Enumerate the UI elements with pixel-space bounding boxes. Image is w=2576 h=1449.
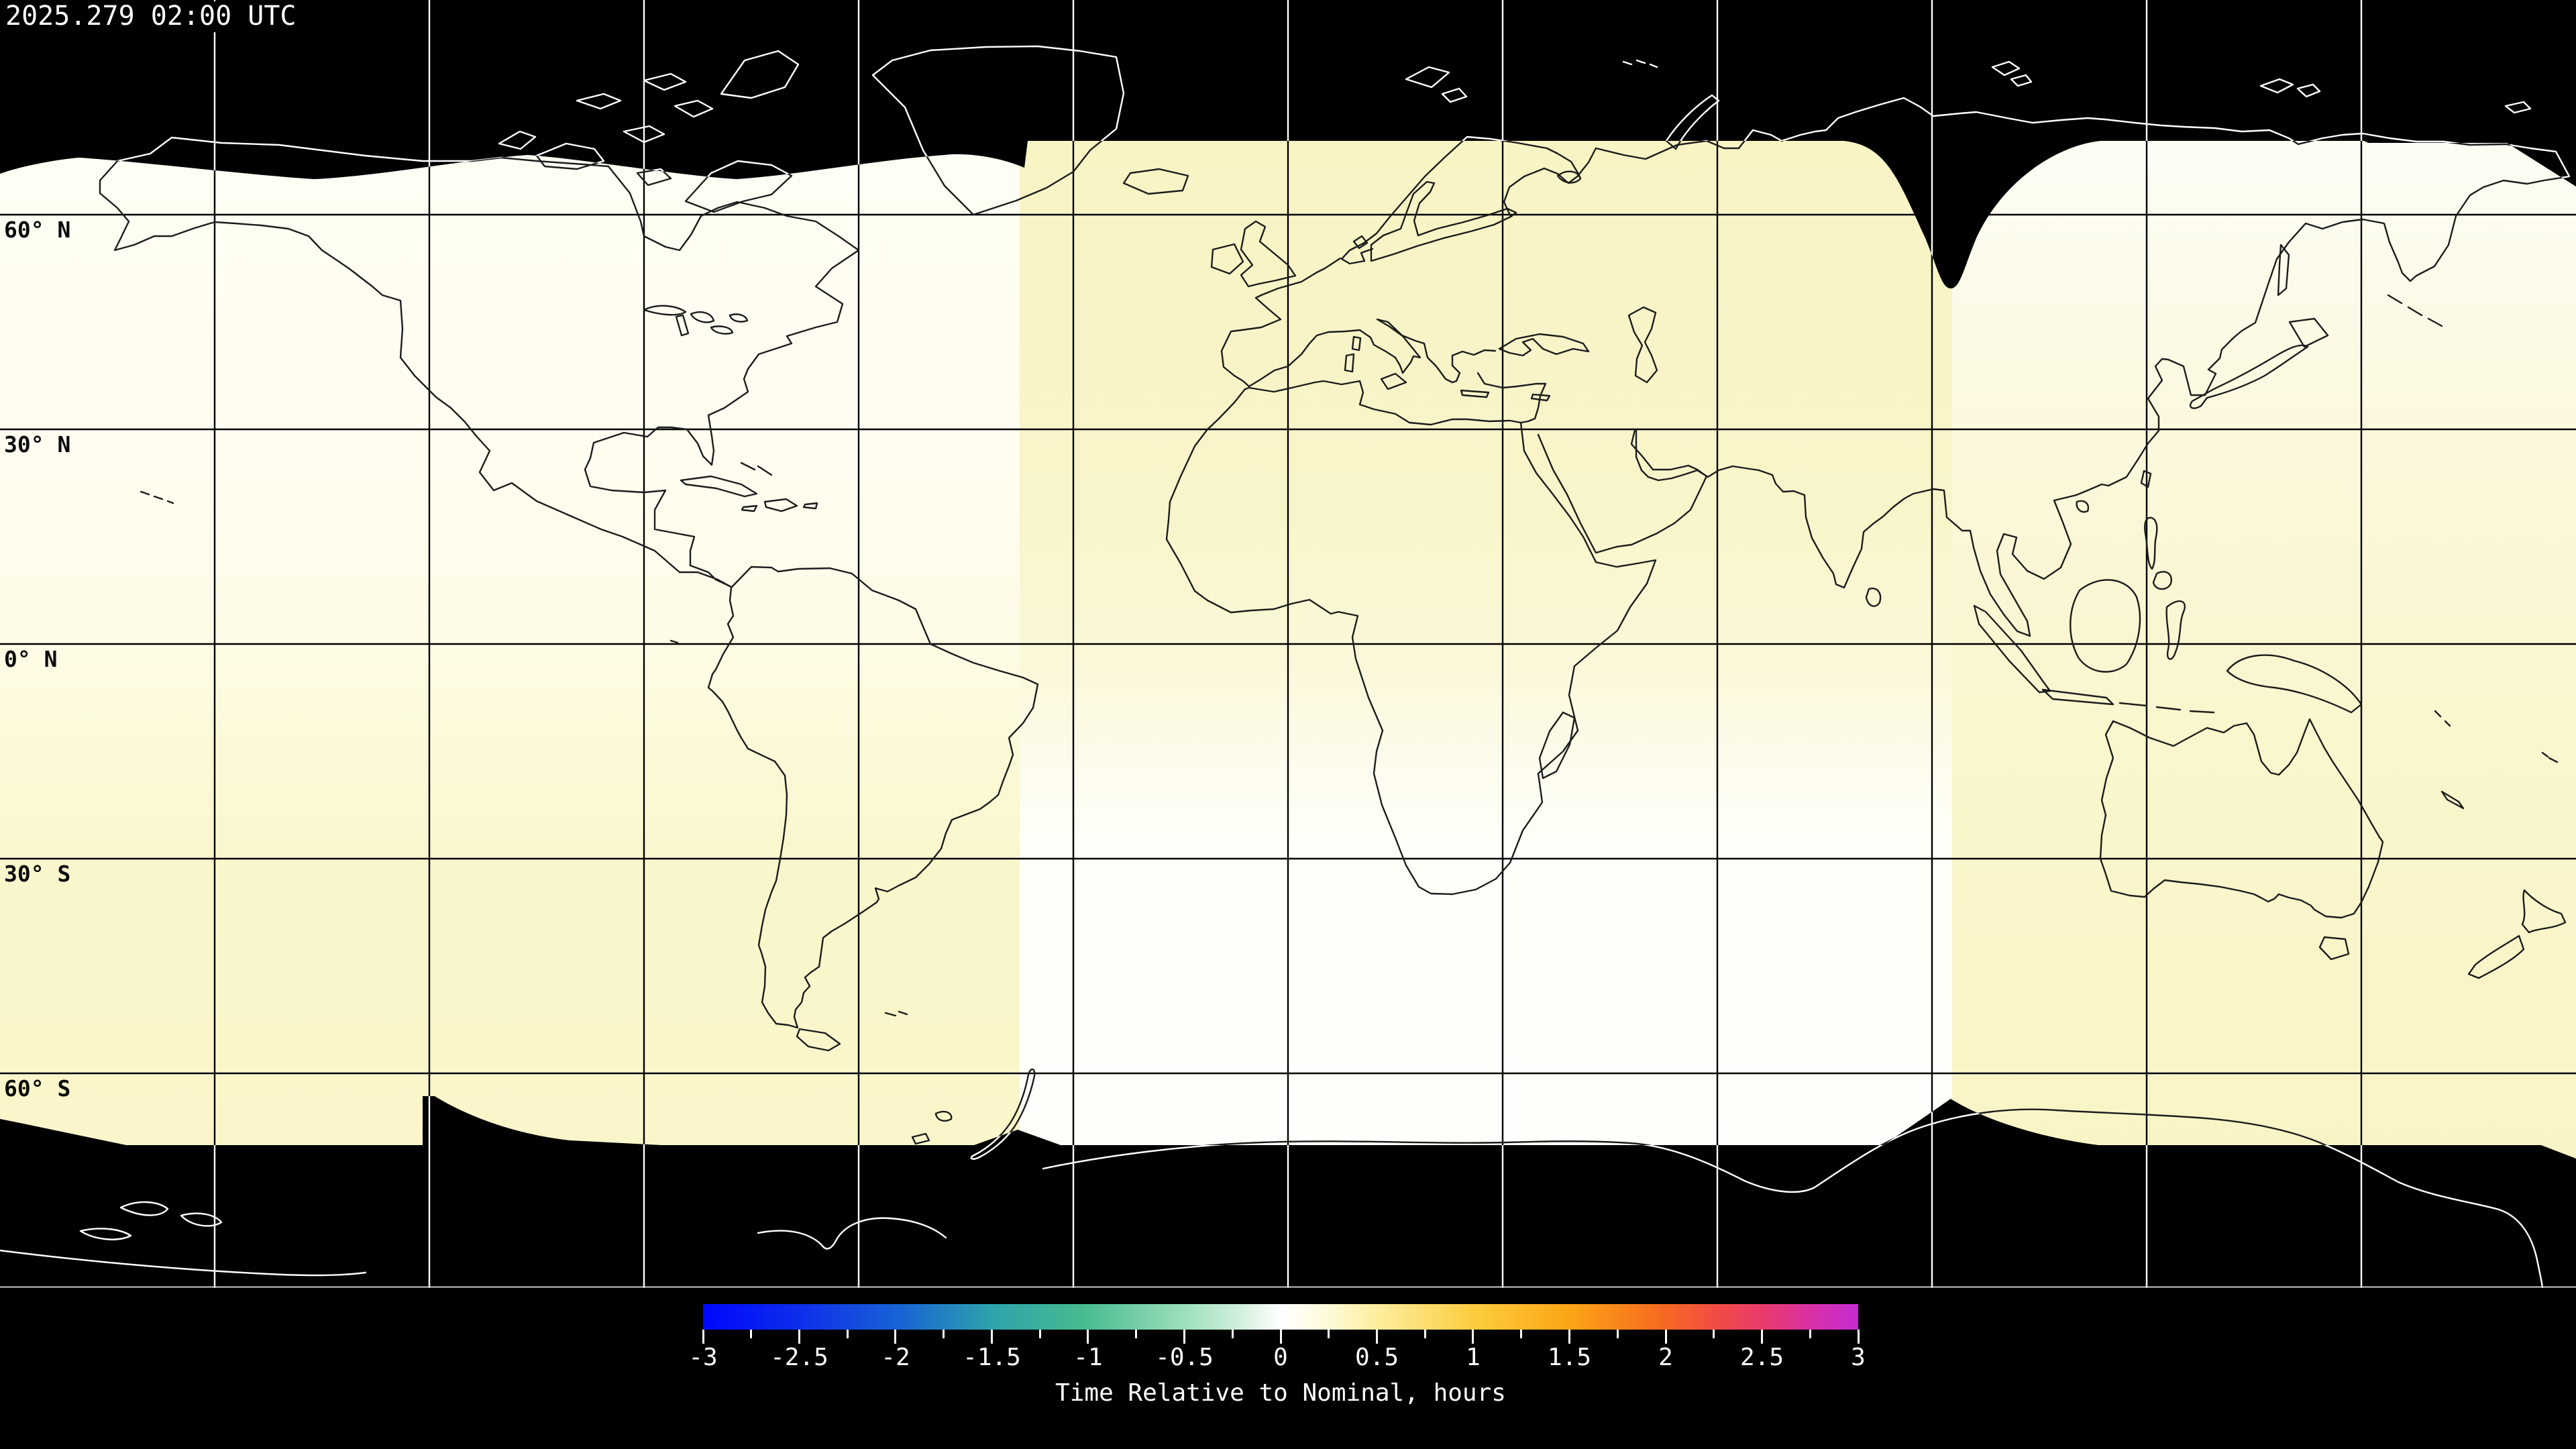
latitude-label: 30° N xyxy=(4,431,71,458)
colorbar-tick-label: -1 xyxy=(1073,1344,1103,1371)
colorbar-tick xyxy=(1664,1330,1667,1344)
colorbar-tick-label: -0.5 xyxy=(1155,1344,1214,1371)
colorbar-tick xyxy=(1713,1330,1715,1338)
colorbar-title: Time Relative to Nominal, hours xyxy=(1055,1379,1506,1407)
colorbar-tick-label: -1.5 xyxy=(963,1344,1021,1371)
colorbar-tick xyxy=(943,1330,945,1338)
colorbar-tick xyxy=(991,1330,993,1344)
latitude-label: 60° S xyxy=(4,1075,71,1102)
colorbar: -3 -2.5 -2 -1.5 -1 -0.5 0 0.5 1 1.5 2 2.5 3 Time Rel… xyxy=(688,1304,1866,1438)
colorbar-tick-label: 0 xyxy=(1273,1344,1288,1371)
graticule-dark xyxy=(0,0,2576,1288)
colorbar-tick-label: 1.5 xyxy=(1547,1344,1592,1371)
colorbar-tick-label: 2 xyxy=(1658,1344,1673,1371)
colorbar-tick xyxy=(1038,1330,1041,1338)
colorbar-tick xyxy=(1809,1330,1811,1338)
colorbar-tick xyxy=(1472,1330,1474,1344)
colorbar-tick xyxy=(1328,1330,1330,1338)
world-map xyxy=(0,0,2576,1288)
colorbar-tick xyxy=(894,1330,897,1344)
colorbar-tick-label: 1 xyxy=(1466,1344,1481,1371)
colorbar-tick-label: 2.5 xyxy=(1739,1344,1784,1371)
colorbar-tick-label: 0.5 xyxy=(1354,1344,1399,1371)
colorbar-tick xyxy=(1087,1330,1089,1344)
timestamp: 2025.279 02:00 UTC xyxy=(5,1,303,32)
colorbar-tick xyxy=(1520,1330,1523,1338)
colorbar-tick-label: -2 xyxy=(881,1344,910,1371)
colorbar-tick xyxy=(1424,1330,1426,1338)
colorbar-tick xyxy=(1616,1330,1619,1338)
colorbar-tick xyxy=(1279,1330,1282,1344)
colorbar-tick xyxy=(798,1330,800,1344)
colorbar-tick xyxy=(1231,1330,1234,1338)
latitude-label: 60° N xyxy=(4,217,71,243)
colorbar-tick xyxy=(1375,1330,1378,1344)
colorbar-tick xyxy=(1857,1330,1860,1344)
latitude-label: 30° S xyxy=(4,861,71,887)
colorbar-tick-label: 3 xyxy=(1851,1344,1866,1371)
latitude-label: 0° N xyxy=(4,646,58,672)
colorbar-tick xyxy=(1568,1330,1570,1344)
colorbar-tick xyxy=(1760,1330,1763,1344)
colorbar-tick-label: -2.5 xyxy=(770,1344,828,1371)
colorbar-tick-label: -3 xyxy=(688,1344,718,1371)
colorbar-tick xyxy=(846,1330,849,1338)
colorbar-tick xyxy=(1135,1330,1138,1338)
colorbar-gradient xyxy=(703,1304,1858,1330)
colorbar-tick xyxy=(1183,1330,1185,1344)
colorbar-tick xyxy=(702,1330,704,1344)
colorbar-tick xyxy=(750,1330,753,1338)
